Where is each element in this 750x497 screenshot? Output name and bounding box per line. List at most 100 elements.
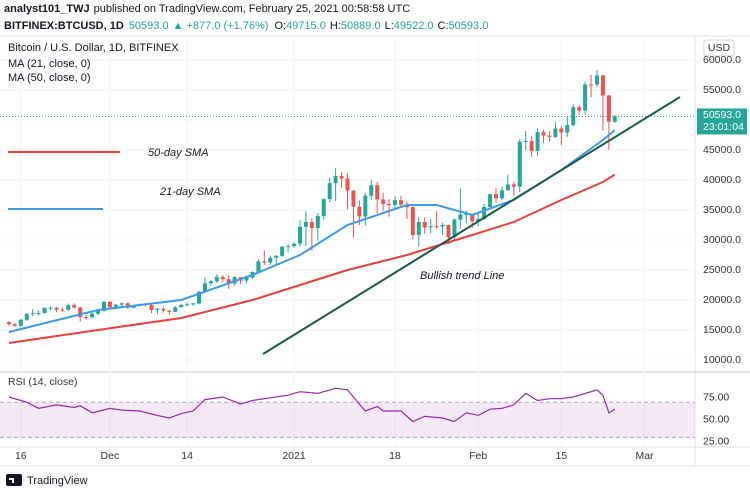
candle-body (446, 224, 451, 238)
candle-body (60, 309, 65, 311)
candle-body (327, 183, 332, 200)
brand-logo (6, 474, 22, 486)
candle-body (54, 307, 59, 310)
candle-body (351, 190, 356, 207)
candle-body (113, 304, 118, 308)
candle-body (48, 307, 53, 309)
plot (0, 70, 695, 423)
chart-title: Bitcoin / U.S. Dollar, 1D, BITFINEX (8, 42, 179, 54)
currency-box (703, 39, 735, 57)
annotation: 50-day SMA (148, 147, 209, 159)
candle-body (78, 307, 83, 318)
candle-body (297, 226, 302, 244)
author: analyst101_TWJ (4, 3, 90, 15)
candle-body (161, 308, 166, 311)
candle-body (529, 141, 534, 151)
candle-body (523, 141, 528, 142)
candle-body (565, 125, 570, 133)
candle-body (30, 313, 35, 315)
candle-body (196, 291, 201, 304)
x-tick-label: 14 (181, 450, 193, 462)
published: published on TradingView.com, February 2… (94, 3, 411, 15)
candle-body (422, 222, 427, 228)
candle-body (303, 222, 308, 227)
y-tick-label: 55000.0 (703, 84, 741, 96)
candle-body (499, 190, 504, 199)
candle-body (262, 261, 267, 263)
countdown: 23:01:04 (703, 121, 744, 133)
candle-body (600, 75, 605, 96)
candle-body (107, 301, 112, 308)
last-price-label: 50593.0 (703, 109, 741, 121)
x-tick-label: 2021 (282, 450, 306, 462)
candle-body (155, 308, 160, 311)
ohlc-value: 50889.0 (341, 20, 381, 32)
candle-body (226, 279, 231, 284)
y-tick-label: 25000.0 (703, 264, 741, 276)
ohlc-key: O: (274, 20, 286, 32)
candle-body (594, 75, 599, 85)
rsi-line (8, 387, 616, 423)
candle-body (387, 203, 392, 206)
candle-body (36, 313, 41, 315)
candle-body (96, 310, 101, 314)
candle-body (410, 207, 415, 235)
candle-body (42, 307, 47, 314)
candle-body (583, 84, 588, 111)
candle-body (393, 200, 398, 206)
x-tick-label: Mar (635, 450, 654, 462)
candle-body (24, 314, 29, 320)
candle-body (428, 226, 433, 228)
candle-body (470, 214, 475, 222)
candle-body (268, 257, 273, 263)
last-price-box (697, 108, 747, 135)
rsi-tick-label: 25.00 (703, 436, 729, 448)
symbol: BITFINEX:BTCUSD, 1D (4, 20, 124, 32)
candle-body (12, 324, 17, 326)
candle-body (553, 128, 558, 137)
y-tick-label: 15000.0 (703, 324, 741, 336)
ma-line (8, 173, 616, 344)
ohlc-value: 49522.0 (394, 20, 434, 32)
ohlc-key: C: (438, 20, 449, 32)
candle-body (375, 185, 380, 200)
candle-body (541, 132, 546, 136)
candle-body (494, 194, 499, 199)
candle-body (315, 216, 320, 229)
rsi-title: RSI (14, close) (8, 376, 77, 388)
ohlc-value: 49715.0 (286, 20, 326, 32)
y-tick-label: 20000.0 (703, 294, 741, 306)
y-tick-label: 40000.0 (703, 174, 741, 186)
candle-body (173, 307, 178, 312)
candle-body (6, 322, 11, 325)
candle-body (333, 175, 338, 184)
candle-body (452, 219, 457, 238)
rsi-band (0, 402, 695, 438)
candle-body (505, 184, 510, 191)
rsi-tick-label: 50.00 (703, 414, 729, 426)
y-tick-label: 35000.0 (703, 204, 741, 216)
ohlc-key: H: (330, 20, 341, 32)
ohlc-key: L: (385, 20, 394, 32)
candle-body (149, 304, 154, 311)
candle-body (18, 319, 23, 326)
candle-body (476, 218, 481, 222)
currency: USD (708, 42, 731, 54)
grid (0, 36, 695, 447)
candle-body (179, 304, 184, 308)
candle-body (559, 128, 564, 133)
candle-body (357, 206, 362, 217)
candle-body (511, 184, 516, 187)
y-tick-label: 60000.0 (703, 54, 741, 66)
price: 50593.0 (129, 20, 169, 32)
annotation: 21-day SMA (159, 186, 221, 198)
header-line-2: BITFINEX:BTCUSD, 1D 50593.0 ▲ +877.0 (+1.7… (4, 20, 488, 32)
header-line-1: analyst101_TWJ published on TradingView.c… (4, 3, 410, 15)
y-tick-label: 30000.0 (703, 234, 741, 246)
x-tick-label: 15 (556, 450, 568, 462)
x-tick-label: Feb (469, 450, 487, 462)
candle-body (606, 95, 611, 122)
x-tick-label: 16 (15, 450, 27, 462)
candle-body (339, 175, 344, 179)
